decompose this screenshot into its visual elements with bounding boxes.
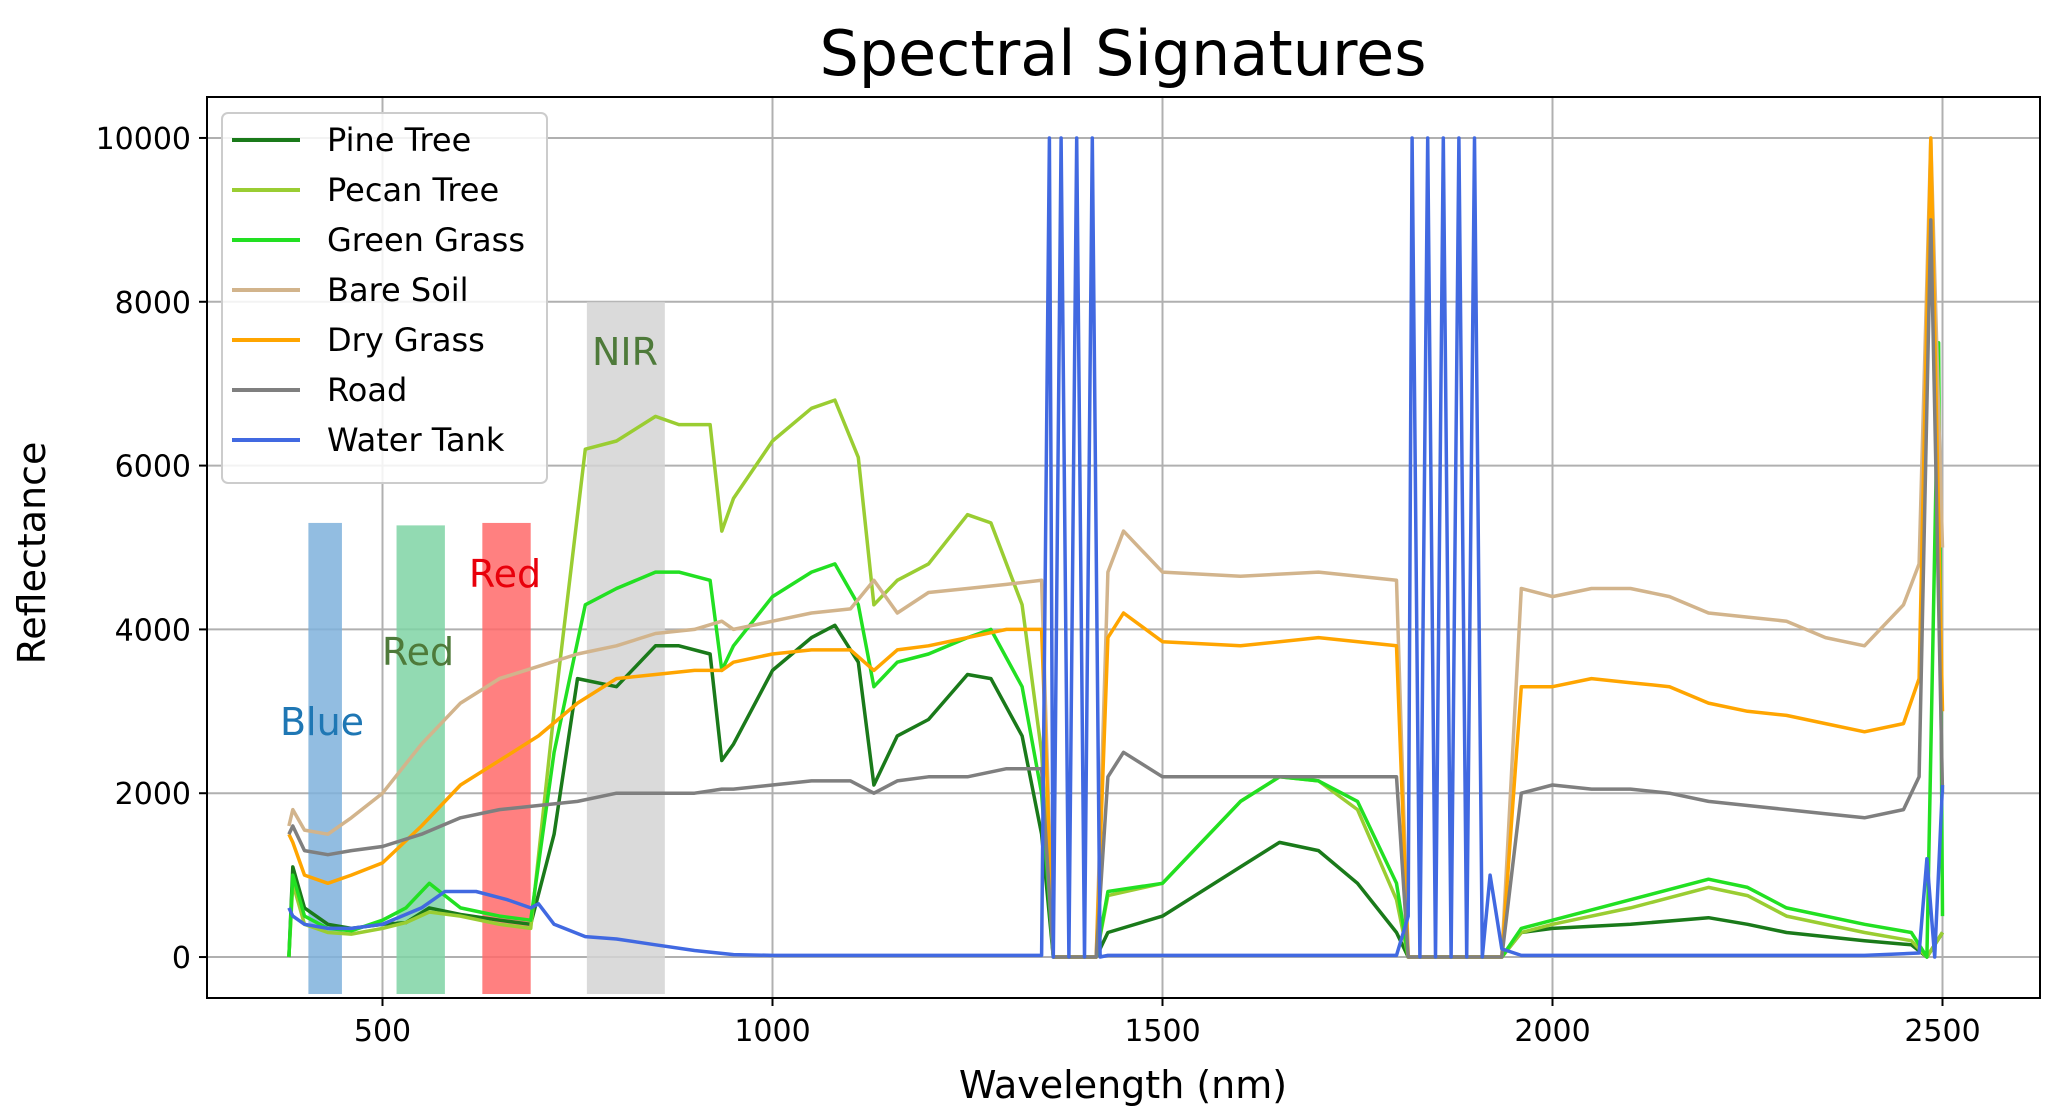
y-tick-label: 10000 [96, 122, 191, 157]
series-line-road [287, 218, 1945, 959]
x-axis-label: Wavelength (nm) [959, 1063, 1287, 1107]
legend-label: Pecan Tree [327, 171, 499, 209]
legend-label: Green Grass [327, 221, 525, 259]
series-lines [287, 136, 1945, 959]
legend-label: Water Tank [327, 421, 505, 459]
series-line-green-grass [287, 340, 1945, 959]
x-tick-label: 1500 [1124, 1014, 1200, 1049]
x-tick-label: 500 [354, 1014, 411, 1049]
y-tick-label: 6000 [115, 450, 191, 485]
chart-title: Spectral Signatures [819, 17, 1426, 90]
legend-label: Dry Grass [327, 321, 485, 359]
x-tick-label: 2500 [1904, 1014, 1980, 1049]
band-label-blue: Blue [280, 700, 364, 744]
y-tick-label: 2000 [115, 777, 191, 812]
legend-label: Pine Tree [327, 121, 471, 159]
y-tick-label: 4000 [115, 613, 191, 648]
legend-label: Bare Soil [327, 271, 469, 309]
y-tick-label: 8000 [115, 286, 191, 321]
series-line-pecan-tree [287, 398, 1944, 959]
band-label-nir: NIR [592, 330, 658, 374]
band-label-red: Red [469, 552, 541, 596]
x-tick-label: 1000 [734, 1014, 810, 1049]
legend-label: Road [327, 371, 407, 409]
x-tick-label: 2000 [1514, 1014, 1590, 1049]
legend-box [221, 112, 548, 484]
band-label-red: Red [382, 630, 454, 674]
series-line-pine-tree [287, 623, 1944, 959]
plot-frame [206, 96, 2041, 999]
axis-ticks: 500 1000 1500 2000 2500 0 2000 4000 6000 8000 1000… [96, 122, 1981, 1049]
wavelength-bands: Blue Red Red NIR [280, 301, 665, 995]
series-line-water-tank [287, 136, 1945, 959]
legend: Pine Tree Pecan Tree Green Grass Bare Soil D… [221, 112, 548, 484]
y-axis-label: Reflectance [10, 442, 54, 665]
y-tick-label: 0 [172, 941, 191, 976]
